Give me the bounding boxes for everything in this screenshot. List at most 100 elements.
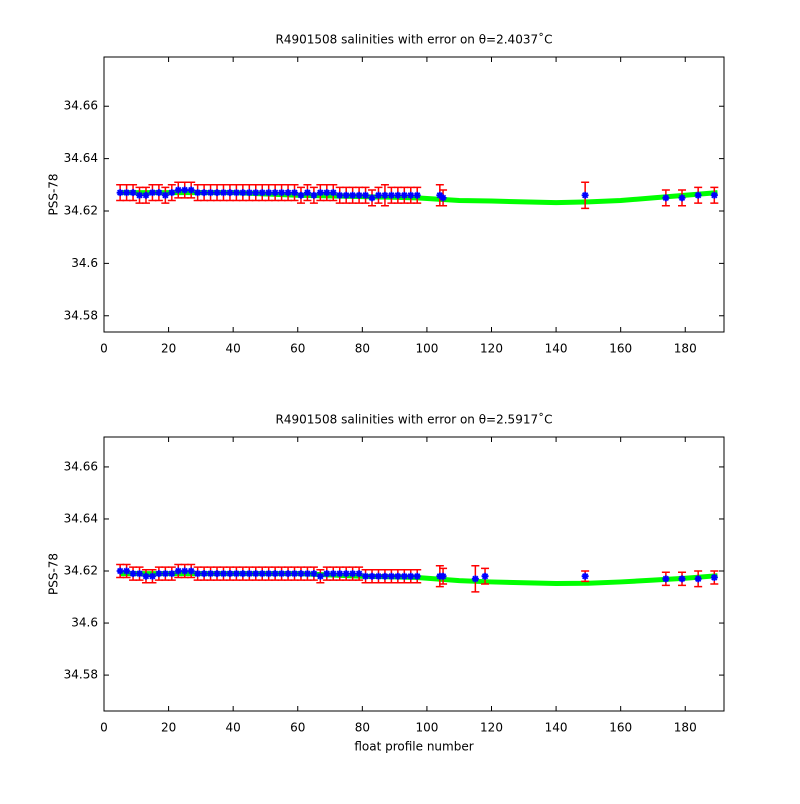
x-tick-label: 0 [100,721,108,735]
data-point [258,189,266,197]
data-point [694,191,702,199]
data-point [142,572,150,580]
x-tick-label: 40 [226,342,241,356]
data-point [349,570,357,578]
y-tick-label: 34.62 [64,204,98,218]
data-point [439,572,447,580]
x-tick-label: 80 [355,342,370,356]
data-point [303,189,311,197]
data-point [342,570,350,578]
data-point [439,194,447,202]
data-point [278,189,286,197]
data-point [291,189,299,197]
data-point [323,189,331,197]
data-point [284,570,292,578]
data-point [342,191,350,199]
y-tick-label: 34.66 [64,99,98,113]
data-point [116,189,124,197]
data-point [271,570,279,578]
x-tick-label: 160 [609,721,632,735]
data-point [161,191,169,199]
data-point [174,186,182,194]
y-tick-label: 34.6 [71,256,98,270]
data-point [148,189,156,197]
data-point [368,572,376,580]
data-point [581,191,589,199]
data-point [662,575,670,583]
data-point [252,570,260,578]
data-point [245,570,253,578]
data-point [400,191,408,199]
x-tick-label: 140 [545,342,568,356]
data-point [284,189,292,197]
x-tick-label: 60 [290,342,305,356]
data-point [316,572,324,580]
data-point [323,570,331,578]
data-point [394,572,402,580]
data-point [374,191,382,199]
y-tick-label: 34.64 [64,151,98,165]
data-point [413,572,421,580]
x-tick-label: 100 [415,342,438,356]
y-tick-label: 34.62 [64,564,98,578]
data-point [252,189,260,197]
x-tick-label: 160 [609,342,632,356]
data-point [387,191,395,199]
data-point [239,570,247,578]
chart-title: R4901508 salinities with error on θ=2.40… [276,32,553,47]
data-point [136,570,144,578]
data-point [219,189,227,197]
data-point [336,191,344,199]
data-point [181,567,189,575]
data-point [181,186,189,194]
data-point [381,191,389,199]
data-point [374,572,382,580]
data-point [355,191,363,199]
data-point [278,570,286,578]
data-point [187,567,195,575]
data-point [142,191,150,199]
x-tick-label: 140 [545,721,568,735]
data-point [207,570,215,578]
x-tick-label: 40 [226,721,241,735]
y-tick-label: 34.66 [64,459,98,473]
data-point [362,191,370,199]
data-point [329,570,337,578]
x-tick-label: 120 [480,721,503,735]
plot-frame [103,56,725,333]
data-point [329,189,337,197]
x-tick-label: 180 [674,721,697,735]
data-point [245,189,253,197]
data-point [148,572,156,580]
x-axis-label: float profile number [354,740,473,754]
data-point [694,575,702,583]
x-tick-label: 0 [100,342,108,356]
data-point [155,189,163,197]
data-point [207,189,215,197]
x-tick-label: 180 [674,342,697,356]
plot-frame [103,436,725,712]
data-point [297,191,305,199]
y-axis-label: PSS-78 [47,173,61,215]
data-point [336,570,344,578]
data-point [381,572,389,580]
x-tick-label: 120 [480,342,503,356]
data-point [471,575,479,583]
y-tick-label: 34.6 [71,616,98,630]
data-point [362,572,370,580]
data-point [710,574,718,582]
data-point [116,567,124,575]
data-point [481,572,489,580]
data-point [710,191,718,199]
data-point [219,570,227,578]
data-point [678,575,686,583]
x-tick-label: 20 [161,342,176,356]
data-point [232,189,240,197]
data-point [368,194,376,202]
data-point [303,570,311,578]
y-tick-label: 34.58 [64,308,98,322]
y-axis-label: PSS-78 [47,553,61,595]
data-point [310,570,318,578]
